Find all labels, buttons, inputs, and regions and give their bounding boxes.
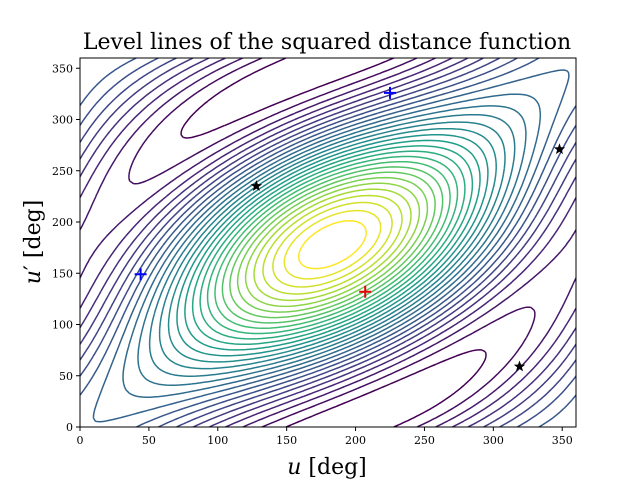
x-tick-label: 300	[483, 434, 504, 447]
y-tick-label: 350	[52, 62, 73, 75]
y-tick-label: 50	[59, 370, 73, 383]
y-axis-label: u′ [deg]	[21, 200, 46, 285]
contour-level-18	[191, 145, 474, 346]
saddle-star-marker	[250, 180, 263, 191]
x-axis: 0 50 100 150 200 250 300 350	[77, 427, 573, 447]
contour-level-25	[244, 182, 421, 308]
contour-level-24	[236, 176, 429, 313]
contour-level-30	[297, 219, 367, 270]
y-tick-label: 300	[52, 114, 73, 127]
plot-background	[80, 58, 576, 427]
contour-level-2	[128, 58, 536, 427]
x-tick-label: 250	[414, 434, 435, 447]
contour-level-3	[80, 58, 576, 427]
contour-level-19	[199, 150, 466, 340]
contour-level-28	[272, 201, 393, 288]
contour-level-14	[158, 121, 506, 370]
contour-level-7	[80, 58, 576, 427]
plot-frame	[79, 57, 577, 428]
y-tick-label: 200	[52, 216, 73, 229]
y-tick-label: 100	[52, 319, 73, 332]
contour-lines	[80, 58, 576, 427]
x-tick-label: 100	[207, 434, 228, 447]
x-tick-label: 200	[345, 434, 366, 447]
contour-level-11	[122, 93, 542, 398]
saddle-star-marker	[513, 360, 526, 372]
contour-level-29	[283, 209, 382, 280]
contour-level-15	[167, 127, 497, 363]
plot-area	[79, 57, 577, 428]
contour-level-21	[214, 160, 451, 329]
min-plus-marker	[384, 86, 396, 99]
contour-level-5	[80, 58, 576, 427]
contour-level-16	[176, 133, 489, 357]
y-tick-label: 250	[52, 165, 73, 178]
contour-level-17	[184, 139, 481, 351]
y-tick-label: 0	[66, 421, 73, 434]
x-tick-label: 0	[77, 434, 84, 447]
contour-level-26	[253, 188, 412, 302]
x-axis-label: u [deg]	[287, 455, 367, 480]
critical-point-markers	[134, 86, 566, 372]
contour-level-22	[221, 166, 444, 324]
max-plus-marker	[359, 285, 372, 298]
chart-title: Level lines of the squared distance func…	[83, 30, 571, 55]
x-tick-label: 350	[552, 434, 573, 447]
x-tick-label: 50	[142, 434, 156, 447]
contour-level-12	[137, 105, 527, 386]
y-axis: 0 50 100 150 200 250 300 350	[52, 62, 80, 434]
saddle-star-marker	[553, 143, 566, 155]
contour-level-10	[92, 69, 570, 423]
contour-level-27	[262, 194, 403, 295]
y-tick-label: 150	[52, 267, 73, 280]
contour-level-20	[206, 155, 459, 335]
contour-level-6	[80, 58, 576, 427]
contour-level-23	[229, 171, 436, 319]
contour-level-13	[148, 113, 516, 377]
x-tick-label: 150	[276, 434, 297, 447]
contour-level-4	[80, 58, 576, 427]
min-plus-marker	[134, 268, 147, 281]
